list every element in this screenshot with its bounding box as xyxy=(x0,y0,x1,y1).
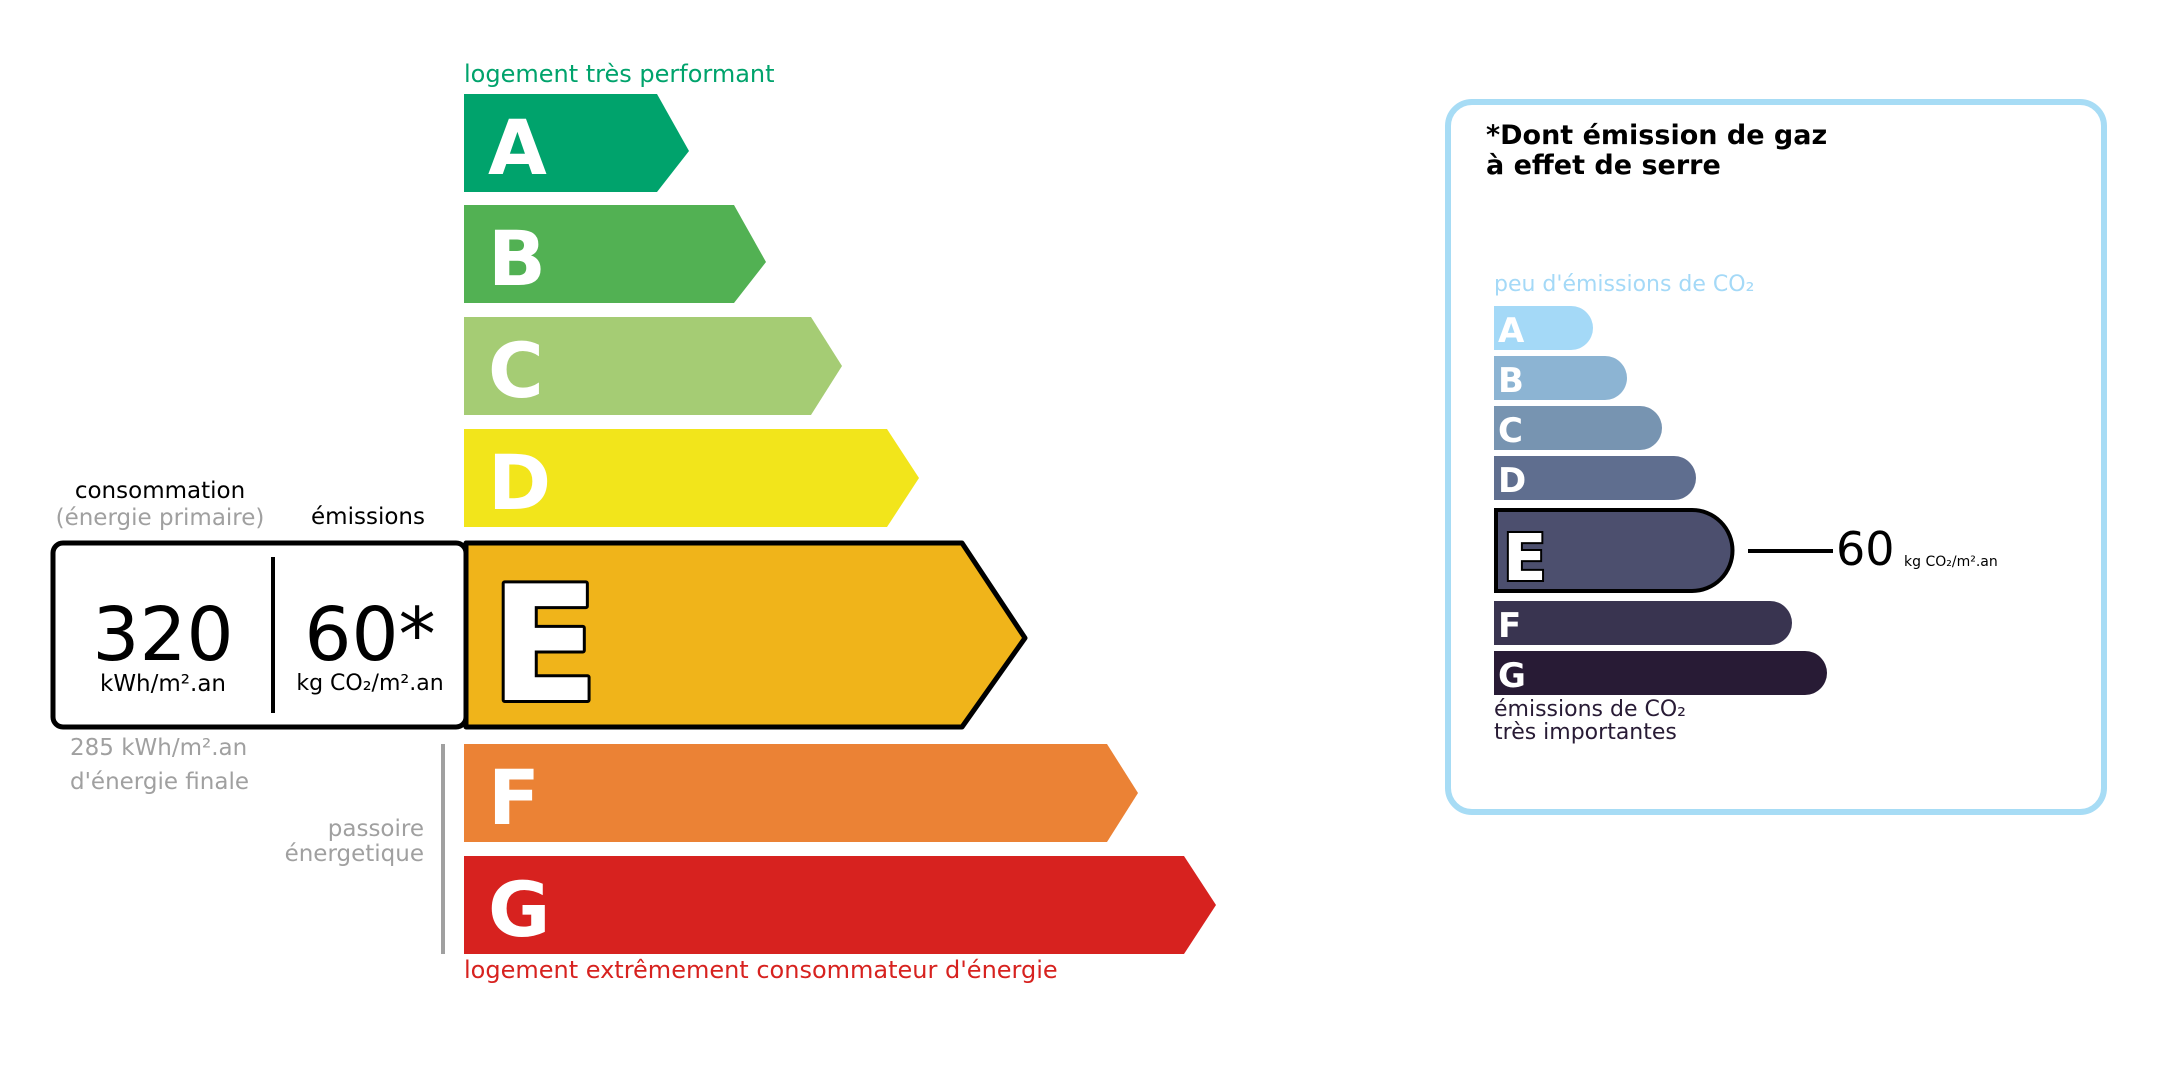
energy-letter-d: D xyxy=(488,438,551,527)
energy-bar-c xyxy=(464,317,842,415)
ghg-letter-d: D xyxy=(1498,461,1526,501)
emissions-header: émissions xyxy=(311,504,425,530)
ghg-bar-g xyxy=(1494,651,1827,695)
energy-letter-c: C xyxy=(488,326,544,415)
passoire-label-1: passoire xyxy=(327,816,424,842)
consumption-unit: kWh/m².an xyxy=(100,671,226,697)
emissions-value: 60* xyxy=(304,592,436,678)
ghg-letter-e: E xyxy=(1503,522,1547,596)
emissions-unit: kg CO₂/m².an xyxy=(296,671,444,696)
bottom-caption: logement extrêmement consommateur d'éner… xyxy=(464,956,1058,984)
energy-letter-b: B xyxy=(488,214,546,303)
ghg-bottom-caption-2: très importantes xyxy=(1494,720,1677,745)
ghg-top-caption: peu d'émissions de CO₂ xyxy=(1494,272,1755,297)
ghg-title-line2: à effet de serre xyxy=(1486,150,1721,181)
energy-bar-a xyxy=(464,94,689,192)
energy-bar-f xyxy=(464,744,1138,842)
top-caption: logement très performant xyxy=(464,60,775,88)
ghg-letter-b: B xyxy=(1498,361,1524,401)
ghg-bar-c xyxy=(1494,406,1662,450)
ghg-value: 60 xyxy=(1836,522,1895,576)
energy-letter-g: G xyxy=(488,865,550,954)
ghg-bar-f xyxy=(1494,601,1792,645)
energy-letter-a: A xyxy=(488,103,547,192)
consumption-value: 320 xyxy=(92,592,234,678)
ghg-bottom-caption-1: émissions de CO₂ xyxy=(1494,697,1686,722)
ghg-bar-b xyxy=(1494,356,1627,400)
energy-letter-f: F xyxy=(488,753,540,842)
ghg-bar-d xyxy=(1494,456,1696,500)
consumption-header: consommation xyxy=(74,478,246,504)
ghg-bar-e xyxy=(1494,508,1735,593)
ghg-letter-f: F xyxy=(1498,606,1521,646)
energy-bar-d xyxy=(464,429,919,527)
ghg-letter-c: C xyxy=(1498,411,1523,451)
energy-bar-g xyxy=(464,856,1216,954)
consumption-subheader: (énergie primaire) xyxy=(55,505,265,531)
energy-bar-b xyxy=(464,205,766,303)
ghg-bar-a xyxy=(1494,306,1593,350)
value-box xyxy=(50,540,469,730)
energy-letter-e: E xyxy=(490,551,599,738)
passoire-label-2: énergetique xyxy=(284,841,424,867)
final-energy-value: 285 kWh/m².an xyxy=(70,735,248,761)
ghg-letter-a: A xyxy=(1498,311,1525,351)
ghg-letter-g: G xyxy=(1498,656,1526,696)
ghg-title-line1: *Dont émission de gaz xyxy=(1486,120,1828,151)
final-energy-label: d'énergie finale xyxy=(70,769,250,795)
ghg-unit: kg CO₂/m².an xyxy=(1904,554,1998,570)
